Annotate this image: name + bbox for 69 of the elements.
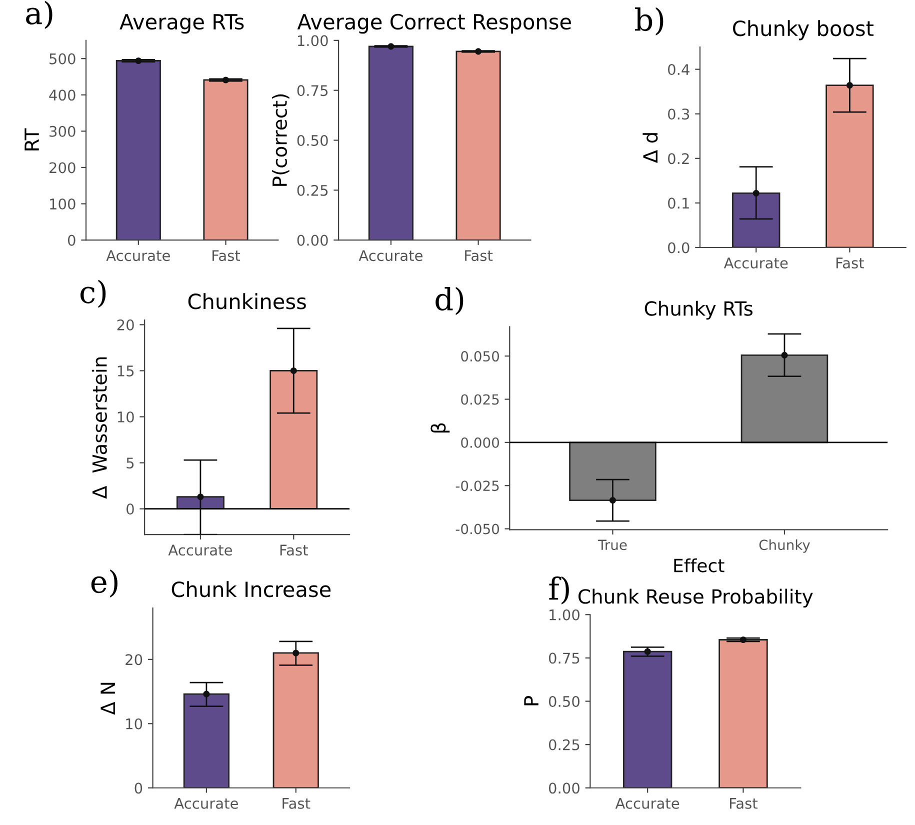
chart-title: Chunky boost: [733, 20, 874, 40]
x-tick-label: Fast: [465, 250, 493, 262]
y-tick-label: 0: [134, 782, 142, 794]
x-tick-label: Accurate: [724, 258, 788, 269]
y-tick-label: 0.050: [461, 351, 500, 362]
y-axis-title: Δ d: [642, 133, 658, 164]
text: c): [80, 280, 106, 308]
text: d): [436, 286, 464, 315]
y-tick-label: 300: [50, 126, 76, 137]
x-tick-label: Fast: [730, 798, 758, 809]
chart-title: Chunkiness: [188, 293, 306, 310]
y-tick-label: 0.75: [297, 85, 328, 96]
y-axis-title: RT: [24, 128, 39, 150]
y-axis-title: P(correct): [272, 94, 290, 186]
x-tick-label: Fast: [212, 250, 240, 262]
y-tick-label: 0.000: [461, 437, 500, 448]
text: e): [91, 569, 118, 598]
y-tick-label: -0.050: [456, 524, 500, 534]
y-tick-label: 1.00: [298, 35, 328, 46]
x-tick-label: True: [598, 540, 627, 550]
y-tick-label: 0.00: [548, 782, 580, 794]
y-tick-label: 200: [50, 162, 76, 174]
y-tick-label: 0.1: [668, 198, 689, 209]
text: f): [549, 576, 569, 604]
x-tick-label: Accurate: [358, 250, 422, 262]
y-tick-label: 0.4: [668, 64, 690, 76]
y-tick-label: 0.25: [548, 739, 580, 750]
y-tick-label: 5: [126, 458, 134, 469]
y-tick-label: 400: [49, 90, 76, 101]
y-tick-label: 0.75: [548, 652, 580, 664]
x-tick-label: Accurate: [615, 798, 680, 809]
chart-title: Chunk Increase: [172, 581, 331, 598]
y-tick-label: 0.00: [297, 234, 328, 246]
x-tick-label: Accurate: [168, 544, 232, 556]
y-tick-label: 0.0: [668, 242, 690, 254]
y-tick-label: 20: [126, 654, 142, 666]
y-tick-label: 0.2: [668, 153, 689, 164]
y-tick-label: 15: [118, 366, 134, 376]
chart-title: Average Correct Response: [297, 14, 571, 34]
y-tick-label: 0.50: [548, 696, 580, 707]
y-tick-label: 1.00: [550, 609, 580, 620]
x-tick-label: Fast: [282, 798, 310, 809]
y-tick-label: 10: [118, 411, 134, 423]
x-tick-label: Fast: [280, 544, 308, 556]
x-axis-title: Effect: [674, 558, 724, 572]
y-tick-label: 100: [50, 198, 76, 210]
x-tick-label: Fast: [836, 258, 864, 269]
y-axis-title: β: [430, 423, 450, 433]
y-tick-label: 20: [117, 319, 134, 330]
x-tick-label: Accurate: [106, 250, 170, 262]
y-axis-title: Δ Wasserstein: [92, 357, 107, 499]
y-tick-label: 500: [50, 53, 76, 64]
y-axis-title: P: [524, 696, 538, 706]
y-tick-label: 0.25: [297, 184, 328, 196]
y-tick-label: 0.025: [461, 394, 499, 405]
y-tick-label: -0.025: [456, 480, 499, 492]
y-tick-label: 0.50: [297, 134, 328, 146]
y-tick-label: 10: [126, 718, 142, 730]
y-axis-title: Δ N: [100, 682, 115, 715]
x-tick-label: Accurate: [174, 798, 238, 809]
text: b): [634, 7, 664, 36]
y-tick-label: 0.3: [668, 108, 690, 120]
chart-title: Average RTs: [120, 14, 244, 34]
text: a): [26, 0, 52, 29]
chart-title: Chunky RTs: [644, 300, 752, 320]
y-tick-label: 0: [68, 234, 76, 246]
y-tick-label: 0: [126, 504, 134, 515]
chart-title: Chunk Reuse Probability: [578, 588, 813, 608]
x-tick-label: Chunky: [759, 539, 810, 553]
